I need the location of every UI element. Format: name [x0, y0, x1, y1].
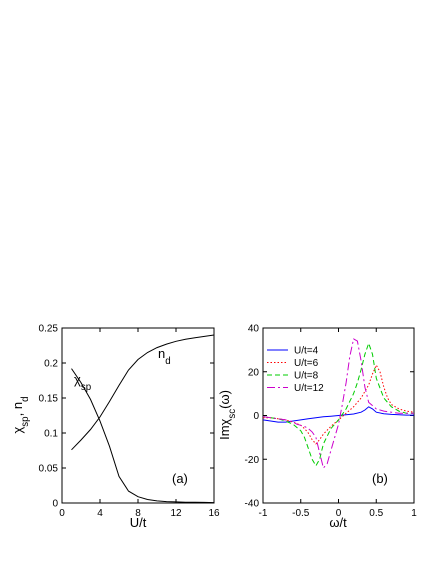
x-tick-label: 12 [170, 508, 182, 519]
x-axis-label-a: U/t [130, 515, 147, 530]
y-tick-label: 0.25 [39, 324, 59, 335]
x-tick-label: -1 [259, 508, 268, 519]
series-label-nd: nd [158, 346, 171, 367]
legend-label: U/t=6 [294, 358, 319, 369]
series-line-b-1 [263, 364, 415, 445]
y-tick-label: 0 [52, 499, 58, 510]
panel-label-b: (b) [372, 471, 388, 486]
series-line-a-1 [71, 334, 215, 451]
ticks-b: -1 -0.5 0 0.5 1 -40 -20 0 20 40 [245, 324, 418, 520]
legend-b: U/t=4U/t=6 U/t=8U/t=12 [267, 346, 324, 394]
series-line-a-0 [71, 368, 215, 504]
x-tick-label: -0.5 [292, 508, 310, 519]
series-label-chi-sp: χsp [74, 372, 92, 393]
legend-label: U/t=8 [294, 371, 319, 382]
plot-frame-a [61, 327, 215, 504]
series-group-b [262, 338, 415, 470]
x-tick-label: 8 [135, 508, 141, 519]
series-line-b-2 [262, 341, 414, 467]
y-tick-label: 0.1 [44, 429, 58, 440]
legend-label: U/t=12 [294, 383, 324, 394]
x-tick-label: 4 [97, 508, 103, 519]
y-tick-label: 0.2 [44, 359, 58, 370]
y-tick-label: 0.15 [39, 394, 59, 405]
x-tick-label: 0 [336, 508, 342, 519]
legend-label: U/t=4 [294, 346, 319, 357]
series-group-a [71, 334, 215, 504]
y-tick-label: -40 [245, 499, 260, 510]
x-tick-label: 0.5 [369, 508, 383, 519]
chart-panel-a: 0 4 8 12 16 0 0.05 0.1 0.15 0.2 0.25 χsp, nd U/t χ… [10, 324, 220, 531]
x-tick-label: 1 [411, 508, 417, 519]
ticks-a: 0 4 8 12 16 0 0.05 0.1 0.15 0.2 0.25 [39, 324, 220, 520]
x-axis-label-b: ω/t [329, 515, 347, 530]
y-tick-label: -20 [245, 455, 260, 466]
y-axis-label-b: Imχsc(ω) [217, 390, 238, 440]
y-tick-label: 40 [248, 324, 260, 335]
x-tick-label: 0 [59, 508, 65, 519]
y-axis-label-a: χsp, nd [10, 396, 31, 433]
x-tick-label: 16 [208, 508, 220, 519]
panel-label-a: (a) [172, 471, 188, 486]
y-tick-label: 20 [248, 367, 260, 378]
series-line-b-3 [262, 338, 414, 470]
y-tick-label: 0 [253, 411, 259, 422]
y-tick-label: 0.05 [39, 464, 59, 475]
